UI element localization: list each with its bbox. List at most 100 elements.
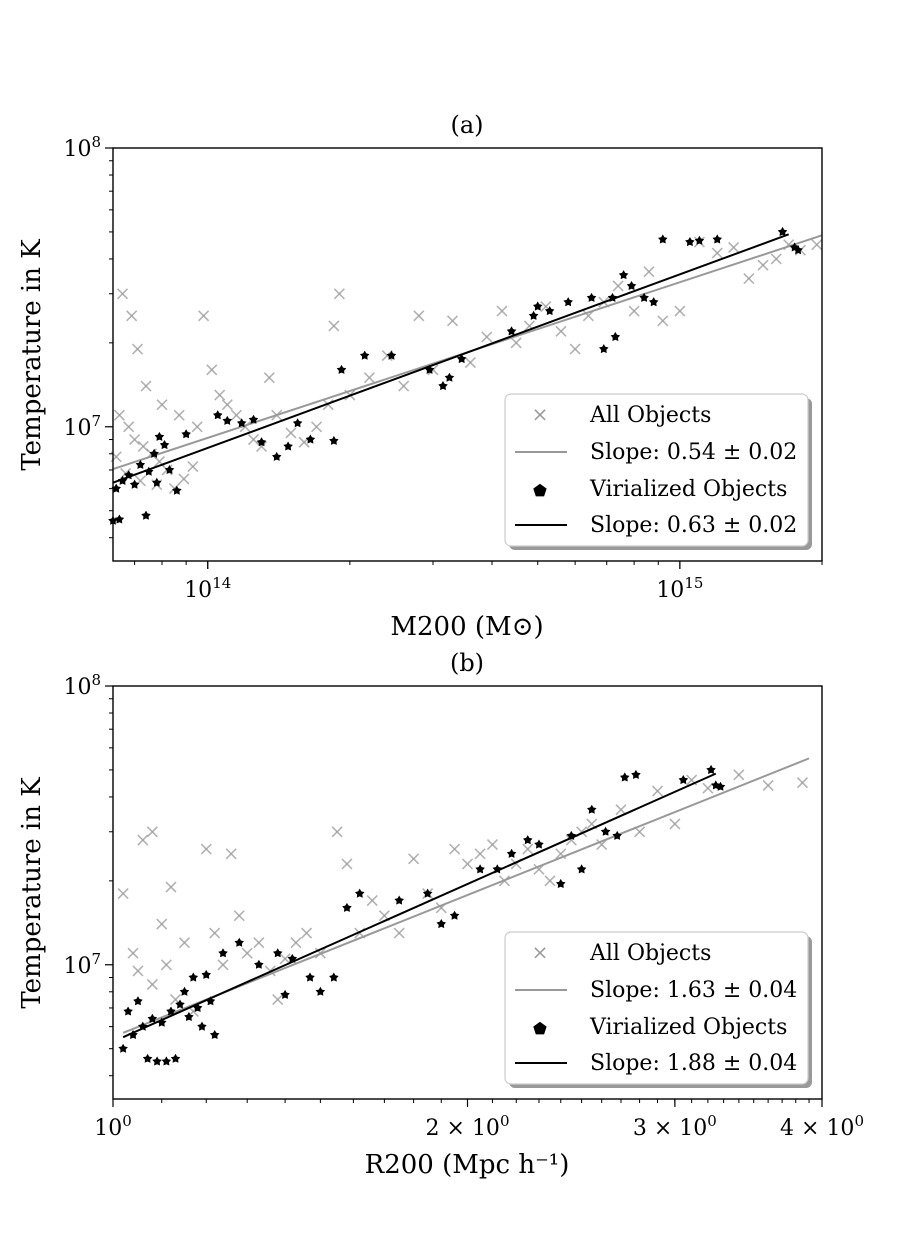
panel-a-grid: [108, 226, 823, 525]
panel-b-x-tick-label: 100: [94, 1112, 132, 1141]
panel-b-x-stroke: [393, 927, 405, 939]
panel-b-legend-allobjects-label: All Objects: [589, 941, 711, 966]
panel-b-x-stroke: [651, 785, 664, 797]
panel-a-virialized-point: [154, 431, 165, 441]
panel-b-x-stroke: [209, 927, 221, 939]
panel-a-all-objects-point: [140, 380, 152, 392]
panel-b-x-stroke: [233, 910, 245, 922]
panel-b-fit-line: [122, 772, 717, 1039]
panel-b-all-objects-point: [448, 843, 461, 855]
panel-b-plot-area: [117, 757, 810, 1066]
panel-a-x-stroke: [173, 409, 185, 421]
panel-b-all-objects-point: [486, 838, 499, 851]
panel-a-all-objects-point: [310, 421, 323, 433]
panel-a-x-stroke: [413, 310, 425, 322]
panel-a-x-stroke: [363, 372, 375, 384]
panel-a-virialized-point: [648, 297, 659, 307]
panel-b-virialized-point: [449, 910, 460, 920]
panel-a-virialized-point: [336, 364, 347, 374]
panel-b-all-objects-point: [290, 937, 302, 949]
panel-b-x-stroke: [127, 947, 139, 959]
panel-b-virialized-point: [612, 830, 622, 840]
panel-b-virialized-point: [280, 989, 290, 999]
panel-a-x-stroke: [156, 399, 168, 411]
panel-a-x-stroke: [612, 280, 624, 292]
panel-a-x-stroke: [310, 421, 323, 433]
panel-a-virialized-point: [639, 292, 649, 302]
panel-b-virialized-point: [566, 830, 576, 840]
panel-b-virialized-point: [170, 1053, 181, 1063]
panel-b-virialized-point: [342, 902, 352, 912]
panel-b-virialized-point: [475, 864, 485, 874]
panel-b-x-stroke: [200, 843, 212, 855]
panel-b-x-stroke: [378, 910, 390, 922]
panel-b-virialized-point: [273, 948, 283, 958]
panel-a-virialized-point: [777, 226, 788, 236]
panel-b-all-objects-point: [702, 782, 714, 794]
panel-b-virialized-point: [355, 888, 365, 898]
panel-b-virialized-point: [620, 772, 630, 782]
panel-a-x-stroke: [674, 305, 686, 317]
panel-a-x-stroke: [247, 433, 260, 446]
panel-b-virialized-point: [534, 839, 544, 849]
panel-b-all-objects-point: [341, 858, 353, 870]
panel-b-virialized-point: [179, 986, 190, 996]
panel-a-x-stroke: [178, 473, 190, 485]
panel-a-x-stroke: [153, 456, 165, 468]
panel-b-virialized-point: [118, 1043, 128, 1053]
panel-b-legend-fit2-label: Slope: 1.88 ± 0.04: [590, 1051, 797, 1076]
panel-b-x-stroke: [366, 894, 378, 907]
panel-a-virialized-point: [272, 451, 282, 461]
panel-b-x-stroke: [272, 994, 284, 1006]
panel-a-x-stroke: [131, 343, 144, 355]
panel-a-all-objects-point: [728, 241, 740, 253]
panel-a-ticks: 1014 1015 107 108: [63, 133, 823, 603]
panel-a-x-stroke: [427, 364, 439, 376]
panel-a-all-objects-point: [178, 473, 190, 485]
panel-a-virialized-point: [181, 429, 191, 439]
panel-b-virialized-point: [197, 1021, 207, 1031]
panel-a-all-objects-point: [757, 259, 769, 271]
panel-a-x-stroke: [398, 380, 410, 392]
panel-b-all-objects-point: [146, 826, 158, 838]
panel-a-virialized-point: [618, 270, 629, 280]
panel-a-x-stroke: [113, 409, 125, 421]
panel-b-x-stroke: [178, 937, 191, 949]
panel-a-all-objects-point: [711, 247, 723, 259]
panel-b-x-stroke: [331, 826, 343, 838]
panel-b-all-objects-point: [762, 779, 774, 791]
panel-a-x-stroke: [230, 409, 242, 421]
panel-a-x-stroke: [333, 288, 345, 300]
panel-a-all-objects-point: [464, 356, 476, 369]
panel-a-x-stroke: [285, 427, 297, 439]
panel-a-x-stroke: [569, 343, 581, 355]
panel-b-all-objects-point: [217, 959, 229, 971]
panel-a-x-stroke: [743, 273, 755, 285]
panel-a-all-objects-point: [674, 305, 686, 317]
panel-b-all-objects-point: [461, 858, 474, 870]
panel-b-virialized-point: [287, 953, 298, 963]
panel-b-all-objects-point: [127, 947, 139, 959]
panel-b-virialized-point: [422, 888, 433, 898]
panel-a-virialized-point: [305, 434, 316, 444]
panel-a-all-objects-point: [363, 372, 375, 384]
panel-a-virialized-point: [544, 306, 555, 316]
panel-b-x-stroke: [290, 937, 302, 949]
panel-a-virialized-point: [123, 470, 134, 480]
panel-a-x-stroke: [446, 315, 459, 327]
panel-b-all-objects-point: [796, 777, 809, 789]
panel-b-virialized-point: [678, 775, 689, 785]
panel-b-all-objects-point: [366, 894, 378, 907]
panel-a-x-stroke: [628, 305, 640, 317]
panel-a-x-stroke: [187, 460, 199, 473]
panel-b-virialized-point: [600, 826, 611, 836]
panel-a-all-objects-point: [187, 460, 199, 473]
panel-b-x-stroke: [596, 838, 608, 851]
panel-a-all-objects-point: [285, 427, 297, 439]
panel-b-virialized-point: [188, 972, 199, 982]
panel-b-x-stroke: [117, 888, 129, 900]
panel-a-virialized-point: [144, 466, 154, 476]
panel-a-x-stroke: [757, 259, 769, 271]
panel-a-all-objects-point: [173, 409, 185, 421]
panel-a-x-stroke: [206, 364, 218, 376]
